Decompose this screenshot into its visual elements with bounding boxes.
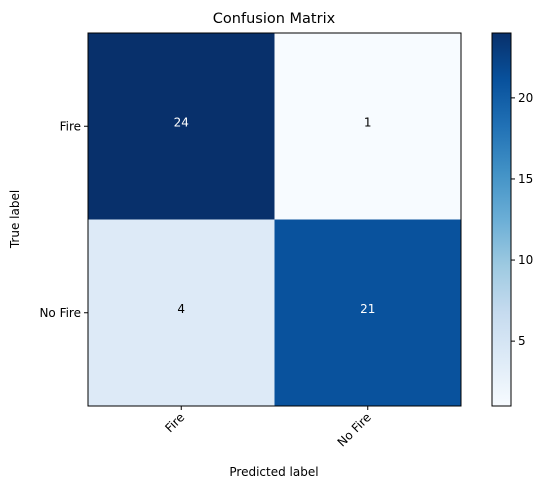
plot-frame: [87, 32, 462, 407]
heatmap-cell: [88, 33, 275, 220]
colorbar-tick-label: 5: [518, 334, 526, 348]
cell-value-labels: 24 1 4 21: [174, 115, 376, 316]
colorbar: [491, 32, 512, 407]
colorbar-ticks: 5 10 15 20: [511, 91, 533, 348]
colorbar-tick-label: 15: [518, 172, 533, 186]
cell-value-label: 24: [174, 115, 189, 129]
colorbar-tick-label: 20: [518, 91, 533, 105]
cell-value-label: 1: [364, 115, 372, 129]
cell-value-label: 4: [177, 302, 185, 316]
cell-value-label: 21: [360, 302, 375, 316]
heatmap-cell: [88, 219, 275, 406]
x-tick-label: No Fire: [335, 410, 374, 449]
heatmap-cells: [88, 33, 461, 406]
chart-title: Confusion Matrix: [213, 11, 336, 27]
heatmap-cell: [274, 33, 461, 220]
y-axis-label: True label: [8, 190, 22, 249]
y-tick-label: Fire: [60, 119, 81, 133]
y-axis-ticks: Fire No Fire: [39, 119, 88, 320]
colorbar-tick-label: 10: [518, 253, 533, 267]
x-axis-label: Predicted label: [229, 465, 318, 479]
heatmap-cell: [274, 219, 461, 406]
y-tick-label: No Fire: [39, 306, 81, 320]
x-axis-ticks: Fire No Fire: [162, 406, 374, 450]
x-tick-label: Fire: [162, 410, 187, 435]
